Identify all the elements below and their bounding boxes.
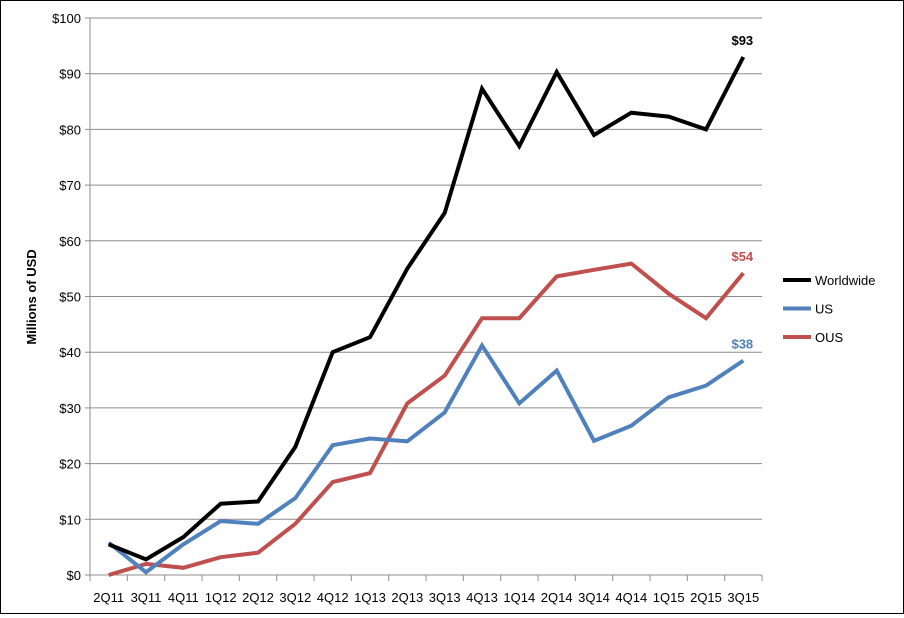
gridlines [90,17,762,520]
x-tick-labels: 2Q11 3Q11 4Q11 1Q12 2Q12 3Q12 4Q12 1Q13 2Q13 3Q13… [93,590,759,605]
x-tick-label: 1Q14 [503,590,535,605]
series-lines [107,56,746,577]
y-tick-label: $90 [59,67,81,82]
end-label-worldwide: $93 [731,33,753,48]
legend-label-worldwide: Worldwide [815,273,875,288]
y-tick-labels: $0 $10 $20 $30 $40 $50 $60 $70 $80 $90 $100 [52,11,81,583]
x-tick-label: 1Q12 [205,590,237,605]
y-tick-label: $0 [67,568,81,583]
x-tick-label: 3Q11 [131,590,162,605]
end-label-ous: $54 [731,249,753,264]
x-tick-label: 3Q12 [279,590,311,605]
axes [85,17,763,581]
x-tick-label: 3Q15 [727,590,759,605]
x-tick-label: 1Q13 [354,590,386,605]
series-line-ous [108,261,745,577]
x-tick-label: 2Q11 [93,590,124,605]
end-labels: $93 $38 $54 [731,33,753,352]
y-tick-label: $30 [59,401,81,416]
legend: Worldwide US OUS [783,273,875,345]
x-tick-label: 2Q13 [391,590,423,605]
y-tick-label: $20 [59,457,81,472]
legend-label-us: US [815,302,833,317]
y-axis-label: Millions of USD [24,249,39,344]
y-tick-label: $10 [59,512,81,527]
end-label-us: $38 [731,337,753,352]
series-line-worldwide [107,56,746,562]
x-tick-label: 1Q15 [653,590,685,605]
x-tick-label: 4Q13 [466,590,498,605]
x-tick-label: 4Q11 [168,590,199,605]
y-tick-label: $70 [59,178,81,193]
y-tick-label: $50 [59,290,81,305]
x-tick-label: 3Q14 [578,590,610,605]
x-tick-label: 4Q12 [317,590,349,605]
legend-label-ous: OUS [815,330,844,345]
series-line-us [107,341,745,575]
y-tick-label: $100 [52,11,81,26]
x-tick-label: 4Q14 [615,590,647,605]
x-tick-label: 3Q13 [429,590,461,605]
y-tick-label: $40 [59,345,81,360]
y-tick-label: $60 [59,234,81,249]
x-tick-label: 2Q12 [242,590,274,605]
x-tick-label: 2Q14 [541,590,573,605]
x-tick-label: 2Q15 [690,590,722,605]
y-tick-label: $80 [59,122,81,137]
